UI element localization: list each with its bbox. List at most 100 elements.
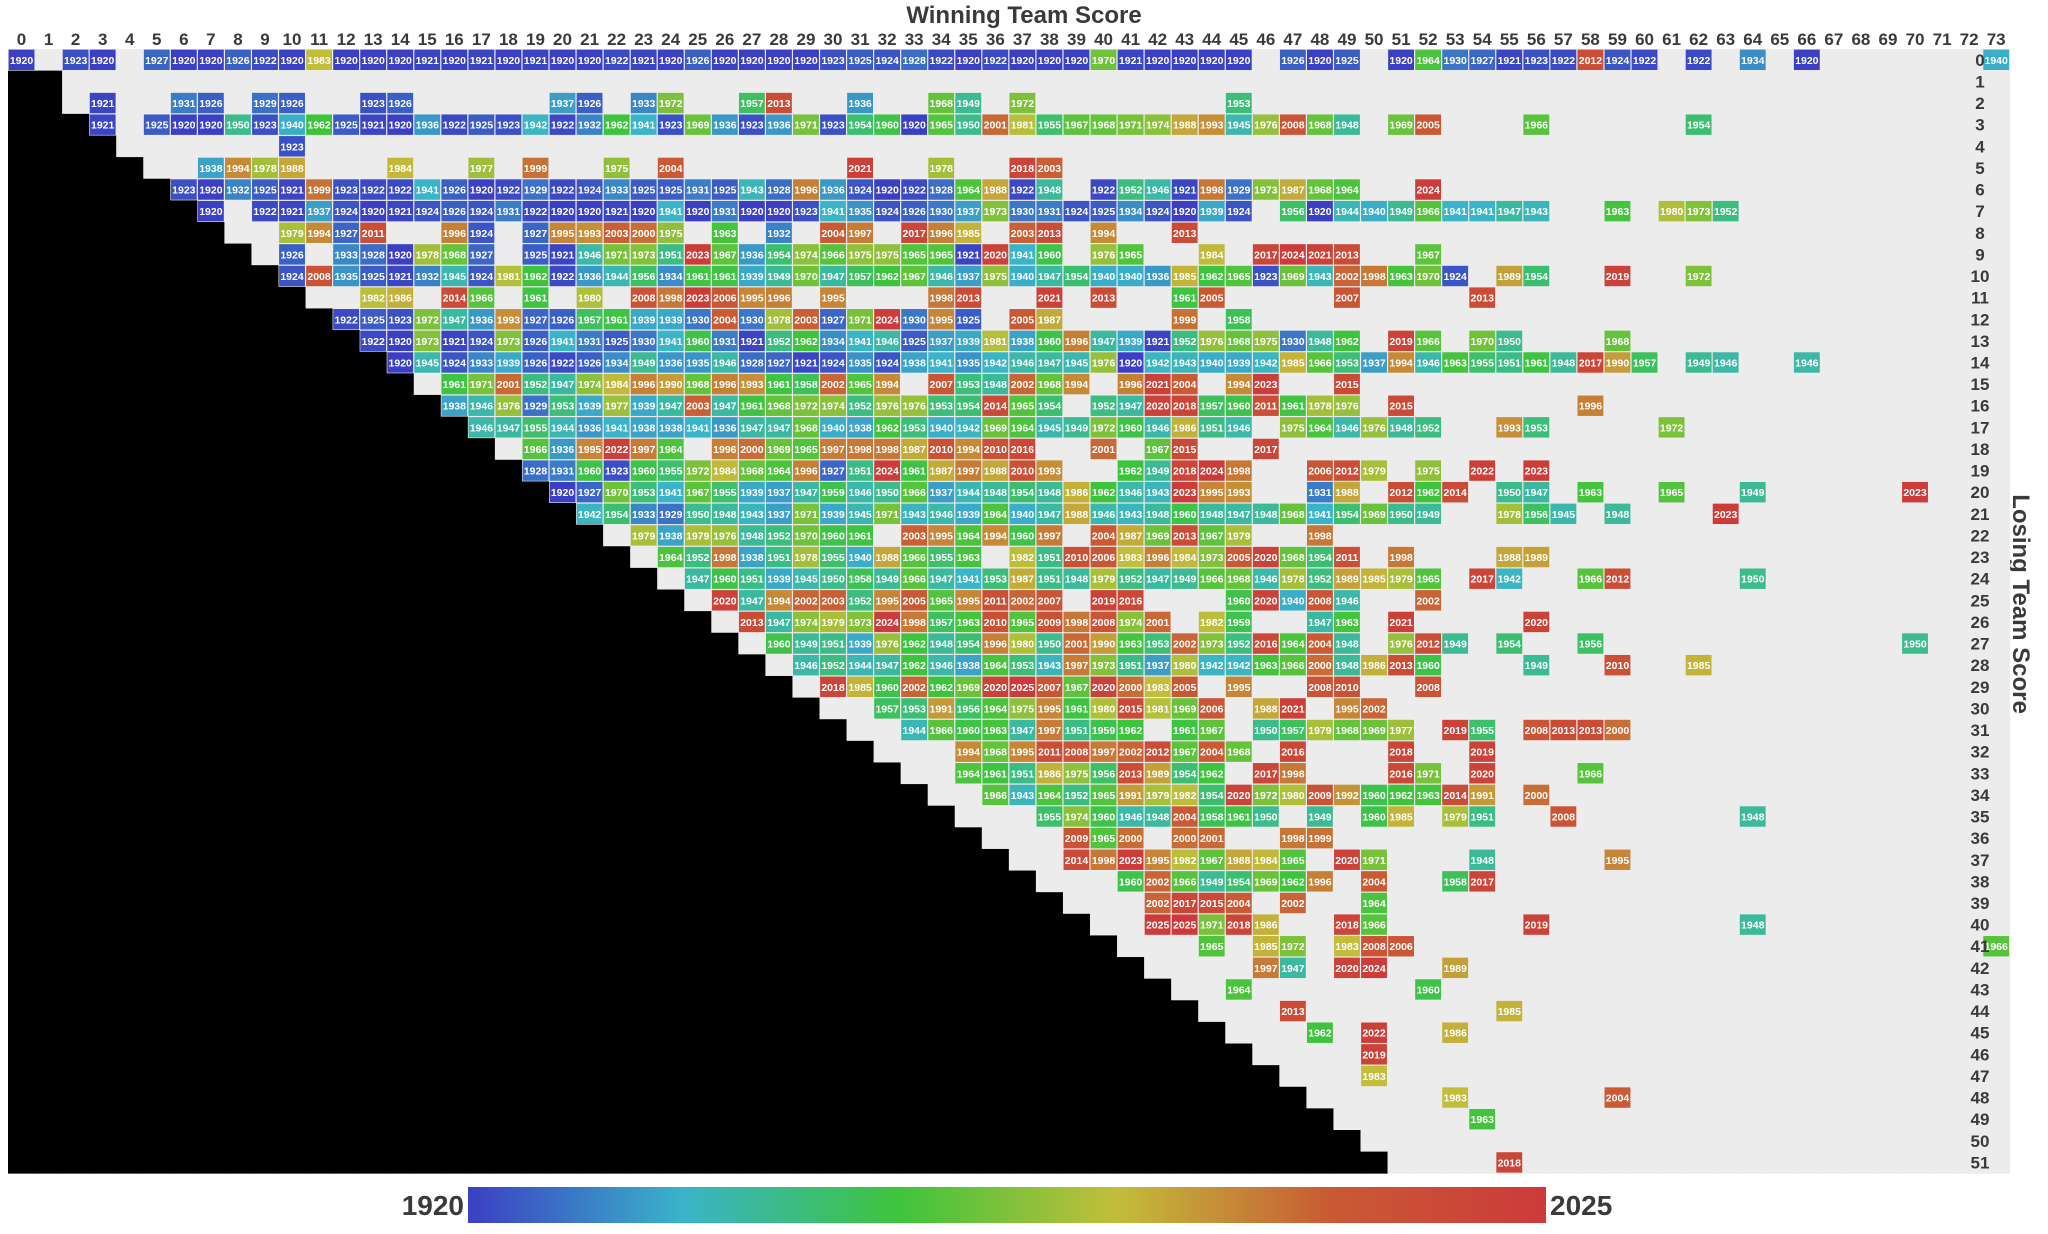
impossible-cell [440,740,469,763]
impossible-cell [224,459,252,482]
score-cell-label: 1941 [416,185,440,197]
empty-cell [1576,848,1605,871]
impossible-cell [8,200,36,223]
impossible-cell [89,675,117,698]
impossible-cell [386,1043,415,1066]
impossible-cell [143,1086,171,1109]
empty-cell [1820,1043,1848,1066]
empty-cell [1387,157,1415,180]
empty-cell [927,762,956,785]
impossible-cell [89,1130,117,1153]
empty-cell [1820,286,1848,309]
score-cell-label: 1961 [524,293,548,305]
score-cell-label: 1920 [497,55,521,67]
score-cell-label: 1931 [713,336,737,348]
empty-cell [170,70,198,93]
score-cell-label: 1963 [713,228,737,240]
impossible-cell [603,805,631,828]
score-cell-label: 1953 [1227,98,1251,110]
empty-cell [1901,675,1929,698]
impossible-cell [467,567,496,590]
impossible-cell [440,848,469,871]
impossible-cell [1198,1108,1226,1131]
empty-cell [1766,351,1794,374]
empty-cell [1117,135,1145,158]
impossible-cell [765,697,793,720]
empty-cell [1414,135,1443,158]
empty-cell [1685,611,1713,634]
impossible-cell [738,1086,766,1109]
empty-cell [1522,178,1551,201]
empty-cell [1874,49,1902,72]
impossible-cell [521,589,550,612]
score-cell-label: 1921 [416,55,440,67]
impossible-cell [819,892,847,915]
score-cell-label: 1929 [1227,185,1251,197]
empty-cell [1360,70,1388,93]
score-cell-label: 1920 [1173,55,1197,67]
empty-cell [1739,1151,1767,1174]
empty-cell [1847,913,1875,936]
impossible-cell [386,827,415,850]
empty-cell [1144,957,1172,980]
empty-cell [197,70,225,93]
score-cell-label: 1969 [984,422,1008,434]
empty-cell [1793,503,1821,526]
empty-cell [1658,870,1686,893]
impossible-cell [873,784,902,807]
empty-cell [1441,848,1470,871]
impossible-cell [576,697,604,720]
empty-cell [386,221,415,244]
empty-cell [1847,221,1875,244]
score-cell-label: 1945 [1038,422,1062,434]
score-cell-label: 1947 [659,401,683,413]
score-cell-label: 1941 [632,120,656,132]
score-cell-label: 1940 [1119,271,1143,283]
impossible-cell [197,221,225,244]
impossible-cell [35,567,63,590]
empty-cell [1631,957,1659,980]
score-cell-label: 1920 [389,120,413,132]
empty-cell [1495,740,1524,763]
score-cell-label: 1960 [875,120,899,132]
empty-cell [1631,611,1659,634]
empty-cell [1982,92,2011,115]
empty-cell [1522,632,1551,655]
impossible-cell [278,892,306,915]
impossible-cell [8,913,36,936]
impossible-cell [116,632,144,655]
impossible-cell [927,1108,956,1131]
impossible-cell [467,1151,496,1174]
empty-cell [1901,200,1929,223]
impossible-cell [765,1043,793,1066]
score-cell-label: 1923 [334,185,358,197]
impossible-cell [251,654,279,677]
impossible-cell [765,784,793,807]
impossible-cell [576,1000,604,1023]
impossible-cell [1333,1151,1361,1174]
score-cell-label: 1947 [1498,206,1522,218]
empty-cell [1685,848,1713,871]
impossible-cell [1062,978,1091,1001]
empty-cell [1225,1021,1253,1044]
impossible-cell [440,546,469,569]
empty-cell [1117,935,1145,958]
impossible-cell [170,611,198,634]
impossible-cell [549,589,577,612]
empty-cell [1603,632,1632,655]
empty-cell [576,70,604,93]
score-cell-label: 1988 [1173,120,1197,132]
empty-cell [711,135,739,158]
empty-cell [1820,178,1848,201]
impossible-cell [35,92,63,115]
impossible-cell [603,892,631,915]
impossible-cell [1117,1065,1145,1088]
impossible-cell [1035,1000,1064,1023]
score-cell-label: 1923 [280,141,304,153]
score-cell-label: 1954 [957,401,981,413]
empty-cell [1847,546,1875,569]
impossible-cell [116,1065,144,1088]
empty-cell [1793,913,1821,936]
impossible-cell [224,719,252,742]
empty-cell [1874,221,1902,244]
